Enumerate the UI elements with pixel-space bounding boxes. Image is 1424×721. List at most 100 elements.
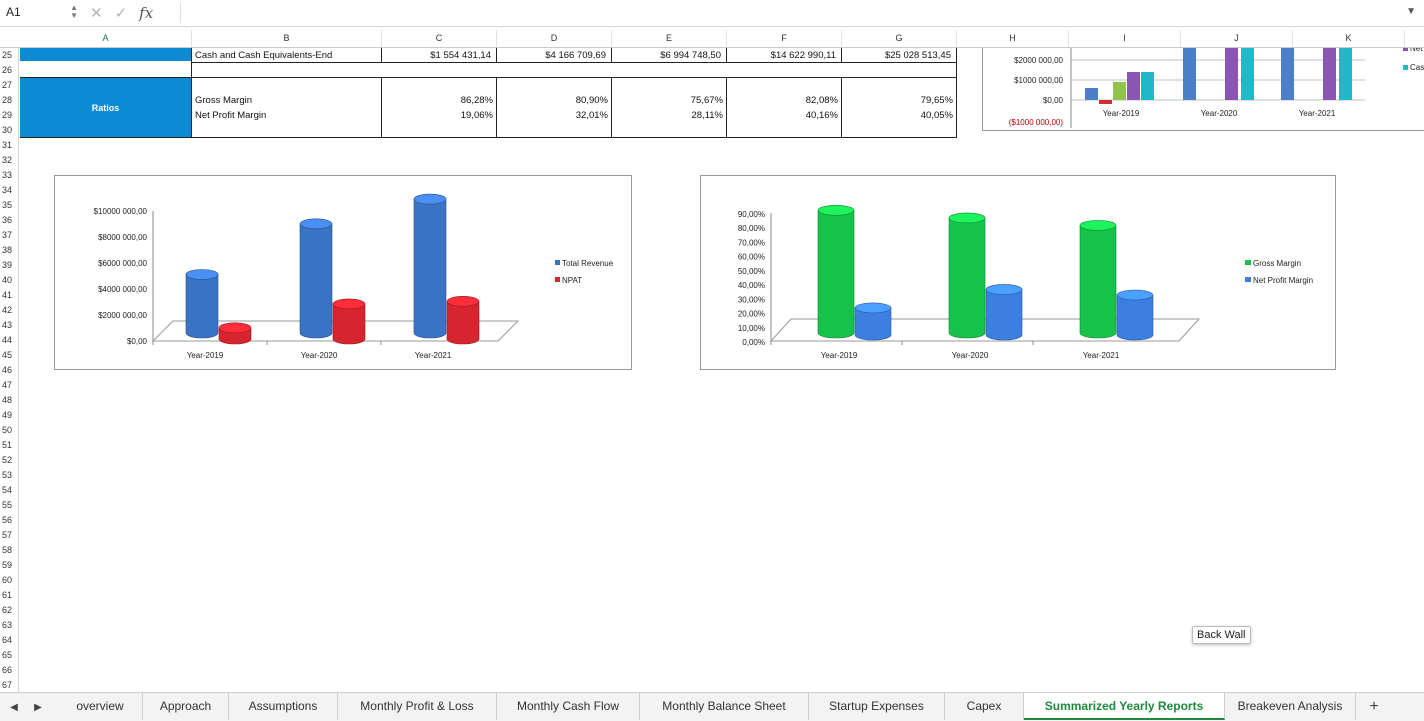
column-B[interactable]: B <box>192 30 382 47</box>
column-A[interactable]: A <box>20 30 192 47</box>
confirm-icon[interactable]: ✓ <box>114 5 128 22</box>
row-number[interactable]: 35 <box>2 200 13 210</box>
row-number[interactable]: 56 <box>2 515 13 525</box>
x-tick-label: Year-2020 <box>1201 109 1238 118</box>
cash-value-c[interactable]: $1 554 431,14 <box>430 50 491 61</box>
column-I[interactable]: I <box>1069 30 1181 47</box>
cash-label[interactable]: Cash and Cash Equivalents-End <box>195 50 333 61</box>
row-number[interactable]: 51 <box>2 440 13 450</box>
row-number[interactable]: 30 <box>2 125 13 135</box>
row-number[interactable]: 42 <box>2 305 13 315</box>
npm-f[interactable]: 40,16% <box>805 110 838 121</box>
row-number[interactable]: 46 <box>2 365 13 375</box>
row-number[interactable]: 26 <box>2 65 13 75</box>
gross-margin-d[interactable]: 80,90% <box>575 95 608 106</box>
row-number[interactable]: 54 <box>2 485 13 495</box>
tab-summarized-yearly-reports[interactable]: Summarized Yearly Reports <box>1024 693 1225 720</box>
tab-monthly-balance-sheet[interactable]: Monthly Balance Sheet <box>640 693 809 720</box>
bar-gross-margin <box>817 209 855 339</box>
row-number[interactable]: 63 <box>2 620 13 630</box>
row-number[interactable]: 59 <box>2 560 13 570</box>
tab-overview[interactable]: overview <box>58 693 143 720</box>
column-J[interactable]: J <box>1181 30 1293 47</box>
row-number[interactable]: 25 <box>2 50 13 60</box>
name-box-stepper-icon[interactable]: ▲ ▼ <box>70 3 78 20</box>
row-number[interactable]: 49 <box>2 410 13 420</box>
row-number[interactable]: 28 <box>2 95 13 105</box>
row-number[interactable]: 58 <box>2 545 13 555</box>
prev-sheet-icon[interactable]: ◀ <box>10 701 18 713</box>
row-number[interactable]: 61 <box>2 590 13 600</box>
row-number[interactable]: 48 <box>2 395 13 405</box>
tab-monthly-cash-flow[interactable]: Monthly Cash Flow <box>497 693 640 720</box>
npm-d[interactable]: 32,01% <box>575 110 608 121</box>
cash-value-g[interactable]: $25 028 513,45 <box>884 50 951 61</box>
row-number[interactable]: 55 <box>2 500 13 510</box>
row-number[interactable]: 39 <box>2 260 13 270</box>
cash-value-f[interactable]: $14 622 990,11 <box>770 50 836 61</box>
tab-breakeven-analysis[interactable]: Breakeven Analysis <box>1225 693 1356 720</box>
gross-margin-e[interactable]: 75,67% <box>690 95 723 106</box>
row-number[interactable]: 50 <box>2 425 13 435</box>
row-number[interactable]: 62 <box>2 605 13 615</box>
y-tick-label: 10,00% <box>738 324 765 333</box>
row-number[interactable]: 33 <box>2 170 13 180</box>
bar <box>1281 48 1294 100</box>
column-F[interactable]: F <box>727 30 842 47</box>
npm-e[interactable]: 28,11% <box>691 110 723 121</box>
column-G[interactable]: G <box>842 30 957 47</box>
column-E[interactable]: E <box>612 30 727 47</box>
tab-startup-expenses[interactable]: Startup Expenses <box>809 693 945 720</box>
row-number[interactable]: 32 <box>2 155 13 165</box>
row-number[interactable]: 37 <box>2 230 13 240</box>
cancel-icon[interactable]: ✕ <box>90 5 103 22</box>
row-number[interactable]: 41 <box>2 290 13 300</box>
row-number[interactable]: 27 <box>2 80 13 90</box>
row-number[interactable]: 31 <box>2 140 13 150</box>
add-sheet-icon[interactable]: + <box>1369 698 1379 715</box>
row-number[interactable]: 64 <box>2 635 13 645</box>
row-number[interactable]: 34 <box>2 185 13 195</box>
npm-c[interactable]: 19,06% <box>460 110 493 121</box>
bar-total-revenue-top <box>413 193 447 205</box>
row-number[interactable]: 65 <box>2 650 13 660</box>
row-number[interactable]: 47 <box>2 380 13 390</box>
tab-monthly-profit-loss[interactable]: Monthly Profit & Loss <box>338 693 497 720</box>
gross-margin-label[interactable]: Gross Margin <box>195 95 253 106</box>
margin-chart[interactable]: 90,00% 80,00% 70,00% 60,00% 50,00% 40,00% 30,0… <box>700 175 1336 370</box>
legend-swatch <box>1403 65 1408 70</box>
row-number[interactable]: 29 <box>2 110 13 120</box>
gross-margin-f[interactable]: 82,08% <box>805 95 838 106</box>
row-number[interactable]: 57 <box>2 530 13 540</box>
gross-margin-g[interactable]: 79,65% <box>920 95 953 106</box>
row-number[interactable]: 40 <box>2 275 13 285</box>
column-D[interactable]: D <box>497 30 612 47</box>
name-box[interactable]: A1 ▲ ▼ <box>6 3 82 22</box>
net-profit-margin-label[interactable]: Net Profit Margin <box>195 110 267 121</box>
row-number[interactable]: 44 <box>2 335 13 345</box>
row-number[interactable]: 60 <box>2 575 13 585</box>
revenue-npat-chart[interactable]: $10000 000,00 $8000 000,00 $6000 000,00 $40… <box>54 175 632 370</box>
row-number[interactable]: 45 <box>2 350 13 360</box>
row-number[interactable]: 38 <box>2 245 13 255</box>
column-H[interactable]: H <box>957 30 1069 47</box>
row-number[interactable]: 53 <box>2 470 13 480</box>
row-number[interactable]: 67 <box>2 680 13 690</box>
npm-g[interactable]: 40,05% <box>920 110 953 121</box>
row-number[interactable]: 52 <box>2 455 13 465</box>
tab-capex[interactable]: Capex <box>945 693 1024 720</box>
cash-value-e[interactable]: $6 994 748,50 <box>660 50 721 61</box>
expand-formula-icon[interactable]: ▼ <box>1406 6 1416 17</box>
row-number[interactable]: 43 <box>2 320 13 330</box>
function-icon[interactable]: fx <box>139 4 154 22</box>
tab-assumptions[interactable]: Assumptions <box>229 693 338 720</box>
tab-approach[interactable]: Approach <box>143 693 229 720</box>
column-K[interactable]: K <box>1293 30 1405 47</box>
cash-value-d[interactable]: $4 166 709,69 <box>545 50 606 61</box>
cash-flow-chart[interactable]: $2000 000,00 $1000 000,00 $0,00 ($1000 000,… <box>982 44 1424 131</box>
next-sheet-icon[interactable]: ▶ <box>34 701 42 713</box>
row-number[interactable]: 36 <box>2 215 13 225</box>
gross-margin-c[interactable]: 86,28% <box>460 95 493 106</box>
column-C[interactable]: C <box>382 30 497 47</box>
row-number[interactable]: 66 <box>2 665 13 675</box>
